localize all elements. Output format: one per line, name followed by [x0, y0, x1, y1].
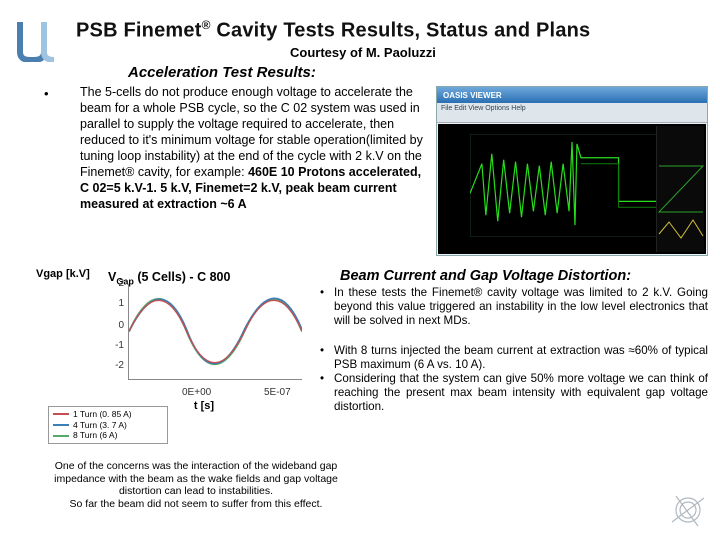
vgap-chart: 2 1 0 -1 -2 0E+00 5E-07 t [s]: [104, 282, 304, 398]
bullet-marker-2c: •: [320, 372, 324, 386]
ytick-n2: -2: [110, 360, 124, 371]
ytick-2: 2: [110, 278, 124, 289]
page-title: PSB Finemet® Cavity Tests Results, Statu…: [76, 18, 590, 43]
bullet-marker-2b: •: [320, 344, 324, 358]
legend-swatch-2: [53, 424, 69, 426]
oasis-scope: [438, 124, 706, 254]
legend-label-2: 4 Turn (3. 7 A): [73, 420, 127, 431]
scope-side-panel: [656, 126, 704, 252]
sub-heading: Beam Current and Gap Voltage Distortion:: [340, 268, 631, 284]
bullet-2b-body: With 8 turns injected the beam current a…: [334, 344, 708, 371]
bullet-marker: •: [44, 86, 49, 101]
chart-legend: 1 Turn (0. 85 A) 4 Turn (3. 7 A) 8 Turn …: [48, 406, 168, 444]
bullet-marker-2a: •: [320, 286, 324, 300]
footnote: One of the concerns was the interaction …: [50, 460, 342, 510]
oasis-viewer-screenshot: OASIS VIEWER File Edit View Options Help: [436, 86, 708, 256]
legend-row-1: 1 Turn (0. 85 A): [53, 409, 163, 420]
bullet-2a: •In these tests the Finemet® cavity volt…: [334, 286, 708, 328]
legend-row-2: 4 Turn (3. 7 A): [53, 420, 163, 431]
chart-axes: [128, 284, 302, 380]
slide: PSB Finemet® Cavity Tests Results, Statu…: [0, 0, 720, 540]
bullet-2c: •Considering that the system can give 50…: [334, 372, 708, 414]
oasis-titlebar: OASIS VIEWER: [437, 87, 707, 103]
legend-label-3: 8 Turn (6 A): [73, 430, 117, 441]
chart-curves: [129, 284, 302, 379]
reg-mark: ®: [202, 18, 211, 32]
oasis-toolbar: File Edit View Options Help: [437, 103, 707, 123]
org-logo: [14, 20, 62, 62]
bullet-1-body: The 5-cells do not produce enough voltag…: [80, 85, 423, 211]
bullet-2b: •With 8 turns injected the beam current …: [334, 344, 708, 372]
x-axis-label: t [s]: [194, 400, 214, 412]
legend-label-1: 1 Turn (0. 85 A): [73, 409, 132, 420]
title-part-a: PSB Finemet: [76, 20, 202, 42]
ytick-0: 0: [110, 320, 124, 331]
bullet-2c-body: Considering that the system can give 50%…: [334, 372, 708, 413]
ytick-1: 1: [110, 298, 124, 309]
title-part-b: Cavity Tests Results, Status and Plans: [211, 20, 591, 42]
legend-swatch-3: [53, 435, 69, 437]
bullet-2a-body: In these tests the Finemet® cavity volta…: [334, 286, 708, 327]
cern-logo: [670, 492, 706, 528]
vgap-axis-label: Vgap [k.V]: [36, 268, 90, 280]
section-heading: Acceleration Test Results:: [128, 64, 316, 81]
courtesy-line: Courtesy of M. Paoluzzi: [290, 45, 436, 60]
ytick-n1: -1: [110, 340, 124, 351]
legend-row-3: 8 Turn (6 A): [53, 430, 163, 441]
xtick-1: 5E-07: [264, 387, 291, 398]
oasis-title: OASIS VIEWER: [443, 91, 502, 100]
xtick-0: 0E+00: [182, 387, 211, 398]
legend-swatch-1: [53, 413, 69, 415]
bullet-1-text: The 5-cells do not produce enough voltag…: [80, 84, 430, 212]
